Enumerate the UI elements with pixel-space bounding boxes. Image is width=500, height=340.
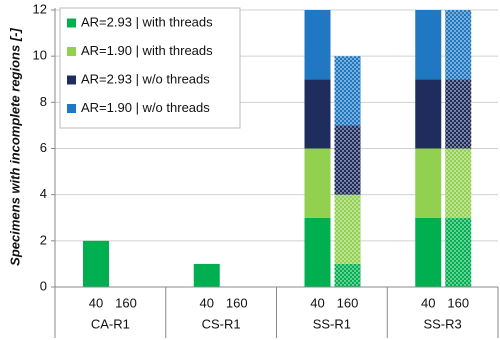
y-tick-label: 8 [40, 94, 47, 109]
bar-segment [334, 125, 361, 195]
bar-segment [445, 10, 472, 80]
bar-segment [304, 79, 331, 149]
legend-swatch [67, 18, 76, 28]
y-axis-label: Specimens with incomplete regions [-] [7, 28, 22, 266]
legend-swatch [67, 104, 76, 113]
x-tick-label: 40 [310, 295, 324, 310]
x-tick-label: 40 [89, 295, 103, 310]
bar-segment [415, 79, 442, 149]
x-tick-label: 160 [226, 295, 248, 310]
bar-segment [304, 148, 331, 218]
bar-segment [83, 240, 109, 287]
legend-swatch [67, 75, 76, 85]
bar-segment [304, 10, 331, 80]
bar-segment [445, 148, 472, 218]
x-tick-label: 40 [421, 295, 435, 310]
legend-label: AR=1.90 | w/o threads [81, 100, 210, 115]
y-tick-label: 12 [33, 1, 47, 16]
group-label: SS-R3 [423, 316, 461, 331]
bar-segment [445, 217, 472, 287]
group-label: CS-R1 [202, 316, 241, 331]
x-tick-label: 160 [447, 295, 469, 310]
bar-segment [193, 263, 220, 287]
legend-swatch [67, 47, 76, 56]
bar-segment [334, 56, 361, 126]
legend-label: AR=1.90 | with threads [81, 43, 213, 58]
y-tick-label: 0 [40, 278, 47, 293]
legend-box [59, 7, 241, 129]
bar-segment [415, 10, 442, 80]
legend-label: AR=2.93 | w/o threads [81, 71, 210, 86]
bar-segment [415, 217, 442, 287]
y-tick-label: 4 [40, 186, 47, 201]
legend-label: AR=2.93 | with threads [81, 14, 213, 29]
bar-segment [304, 217, 331, 287]
x-tick-label: 160 [115, 295, 137, 310]
y-tick-label: 6 [40, 140, 47, 155]
bar-segment [334, 194, 361, 264]
x-tick-label: 40 [200, 295, 214, 310]
bar-segment [445, 79, 472, 149]
group-label: CA-R1 [91, 316, 130, 331]
x-tick-label: 160 [337, 295, 359, 310]
bar-segment [334, 263, 361, 287]
group-label: SS-R1 [313, 316, 351, 331]
y-tick-label: 2 [40, 232, 47, 247]
y-tick-label: 10 [33, 48, 47, 63]
bar-segment [415, 148, 442, 218]
